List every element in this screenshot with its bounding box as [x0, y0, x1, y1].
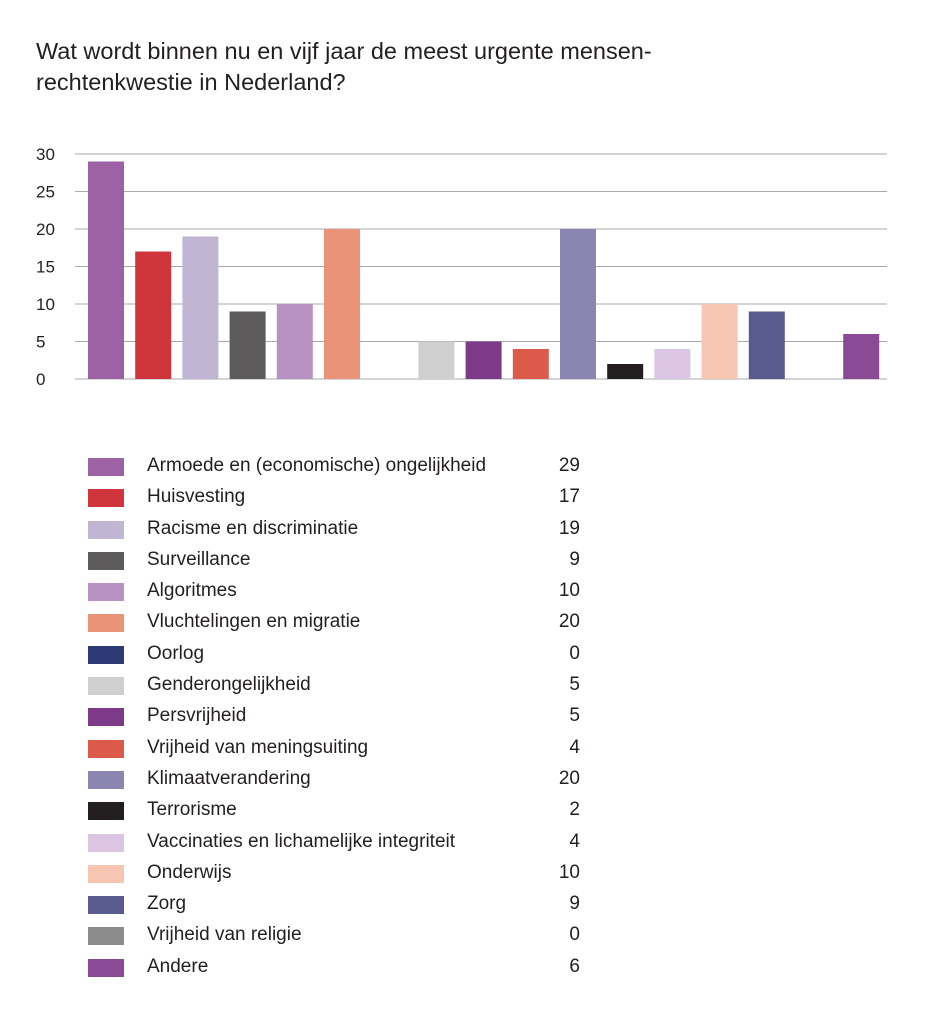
- legend-value: 20: [558, 611, 580, 633]
- chart-title: Wat wordt binnen nu en vijf jaar de mees…: [36, 36, 896, 98]
- legend-swatch: [88, 677, 124, 696]
- legend-item: Huisvesting 17: [88, 483, 588, 514]
- legend-label: Andere: [147, 955, 209, 977]
- chart-title-line-1: Wat wordt binnen nu en vijf jaar de mees…: [36, 38, 652, 64]
- legend-label: Zorg: [147, 893, 187, 915]
- legend-swatch: [88, 739, 124, 758]
- legend-label: Algoritmes: [147, 580, 237, 602]
- legend-swatch: [88, 458, 124, 476]
- y-axis-ticks: 0 5 10 15 20 25 30: [36, 145, 55, 389]
- legend-item: Andere 6: [88, 953, 588, 984]
- bar: [229, 311, 266, 379]
- legend-value: 20: [558, 767, 580, 789]
- legend-item: Vrijheid van meningsuiting 4: [88, 734, 588, 765]
- bar: [701, 304, 738, 379]
- legend-value: 5: [569, 705, 580, 727]
- legend-label: Vluchtelingen en migratie: [147, 611, 361, 633]
- legend-value: 17: [558, 486, 580, 508]
- bar-chart: 0 5 10 15 20 25 30: [36, 145, 887, 389]
- legend-swatch: [88, 708, 124, 727]
- legend-value: 9: [569, 548, 580, 570]
- legend-item: Vrijheid van religie 0: [88, 921, 588, 952]
- legend-swatch: [88, 927, 124, 946]
- legend-label: Huisvesting: [147, 486, 246, 508]
- legend-swatch: [88, 896, 124, 915]
- bar: [843, 334, 880, 379]
- legend-swatch: [88, 770, 124, 789]
- y-tick-label: 5: [36, 333, 45, 352]
- legend-value: 6: [569, 955, 580, 977]
- legend-item: Genderongelijkheid 5: [88, 671, 588, 702]
- legend-value: 2: [569, 799, 580, 821]
- legend-value: 10: [558, 580, 580, 602]
- bar: [560, 229, 596, 379]
- legend-swatch: [88, 958, 124, 977]
- legend-label: Klimaatverandering: [147, 767, 311, 789]
- legend-value: 4: [569, 736, 580, 758]
- legend-label: Genderongelijkheid: [147, 674, 311, 696]
- legend-label: Racisme en discriminatie: [147, 517, 359, 539]
- y-tick-label: 20: [36, 220, 55, 239]
- legend-item: Oorlog 0: [88, 640, 588, 671]
- legend-label: Onderwijs: [147, 861, 232, 883]
- legend-swatch: [88, 614, 124, 633]
- legend-value: 29: [558, 455, 580, 476]
- bar: [88, 161, 124, 379]
- legend-swatch: [88, 520, 124, 539]
- legend-label: Surveillance: [147, 548, 251, 570]
- legend-swatch: [88, 833, 124, 852]
- y-tick-label: 15: [36, 258, 55, 277]
- legend-label: Persvrijheid: [147, 705, 247, 727]
- bar: [276, 304, 313, 379]
- bar: [748, 311, 785, 379]
- bar: [654, 349, 691, 379]
- bar: [512, 349, 549, 379]
- legend-item: Zorg 9: [88, 890, 588, 921]
- chart-title-line-2: rechtenkwestie in Nederland?: [36, 69, 346, 95]
- bar: [135, 251, 172, 379]
- legend-item: Armoede en (economische) ongelijkheid 29: [88, 452, 588, 483]
- y-tick-label: 10: [36, 295, 55, 314]
- legend-item: Surveillance 9: [88, 546, 588, 577]
- legend-value: 0: [569, 642, 580, 664]
- legend-item: Terrorisme 2: [88, 796, 588, 827]
- y-tick-label: 30: [36, 145, 55, 164]
- legend-value: 9: [569, 893, 580, 915]
- legend-item: Algoritmes 10: [88, 577, 588, 608]
- legend-item: Racisme en discriminatie 19: [88, 515, 588, 546]
- bar: [418, 341, 455, 379]
- legend-item: Vaccinaties en lichamelijke integriteit 4: [88, 828, 588, 859]
- legend-label: Oorlog: [147, 642, 205, 664]
- legend-value: 5: [569, 674, 580, 696]
- legend-swatch: [88, 583, 124, 602]
- legend-label: Armoede en (economische) ongelijkheid: [147, 455, 487, 476]
- legend-label: Vrijheid van meningsuiting: [147, 736, 369, 758]
- legend-label: Terrorisme: [147, 799, 237, 821]
- legend-swatch: [88, 645, 124, 664]
- legend-swatch: [88, 551, 124, 570]
- legend-item: Persvrijheid 5: [88, 702, 588, 733]
- legend-item: Vluchtelingen en migratie 20: [88, 608, 588, 639]
- legend-label: Vaccinaties en lichamelijke integriteit: [147, 830, 456, 852]
- legend-swatch: [88, 802, 124, 821]
- legend-swatch: [88, 864, 124, 883]
- legend-label: Vrijheid van religie: [147, 924, 302, 946]
- legend-value: 10: [558, 861, 580, 883]
- bar: [465, 341, 502, 379]
- bar: [182, 236, 219, 379]
- legend-swatch: [88, 489, 124, 508]
- bar: [324, 229, 360, 379]
- y-tick-label: 0: [36, 370, 45, 389]
- legend-value: 0: [569, 924, 580, 946]
- y-tick-label: 25: [36, 183, 55, 202]
- legend-value: 19: [558, 517, 580, 539]
- bar: [607, 364, 644, 379]
- legend-item: Onderwijs 10: [88, 859, 588, 890]
- legend: Armoede en (economische) ongelijkheid 29 H…: [88, 452, 588, 984]
- bars: [88, 161, 880, 379]
- legend-value: 4: [569, 830, 580, 852]
- legend-item: Klimaatverandering 20: [88, 765, 588, 796]
